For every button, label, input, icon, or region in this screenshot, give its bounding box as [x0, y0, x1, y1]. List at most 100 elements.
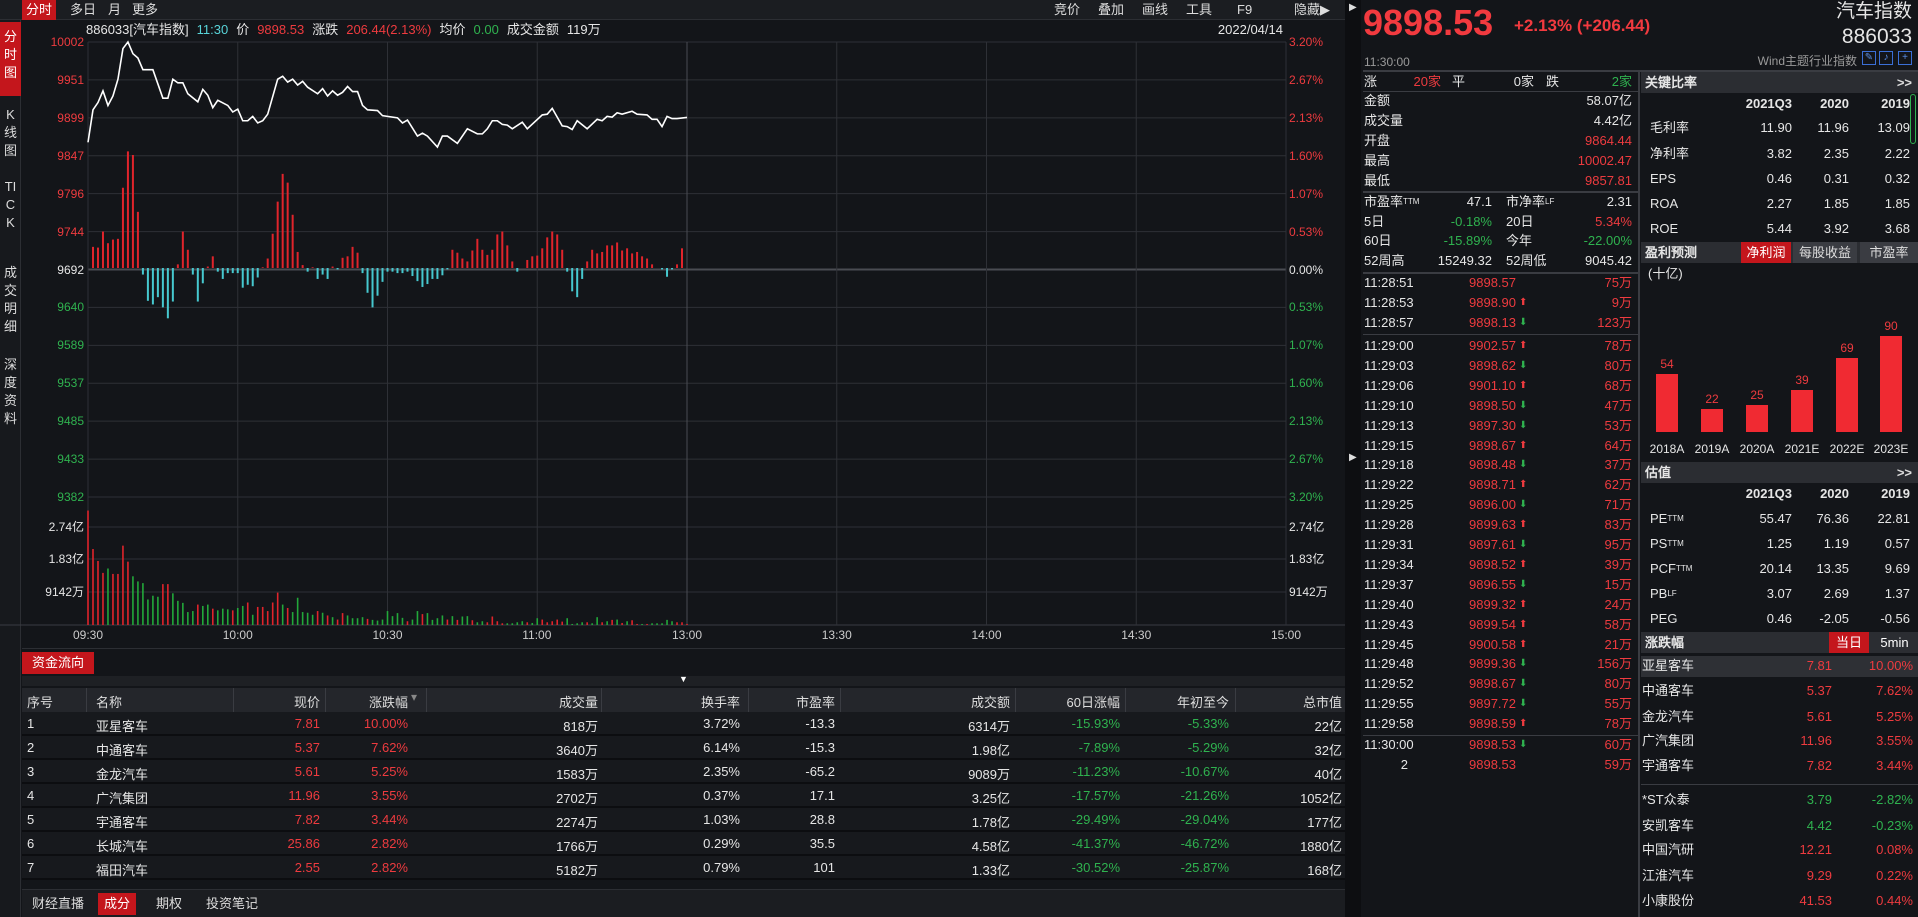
bottom-tab-options[interactable]: 期权 [156, 896, 183, 911]
cell-index: 7 [27, 860, 35, 875]
stat-value: 4.42亿 [1593, 113, 1632, 128]
mover-row[interactable] [1641, 656, 1918, 677]
time-tick-label: 14:00 [971, 628, 1002, 642]
metric-value: 3.82 [1766, 146, 1792, 161]
tab-fund-flow[interactable]: 资金流向 [22, 652, 95, 674]
price-tick-label: 9847 [57, 148, 84, 163]
forecast-tab-eps[interactable]: 每股收益 [1793, 242, 1857, 263]
forecast-tab-pe[interactable]: 市盈率 [1860, 242, 1918, 263]
panel-divider [1345, 0, 1361, 917]
column-divider [1015, 688, 1016, 712]
key-ratios-header [1641, 72, 1918, 93]
expand-arrow-icon[interactable]: ▶ [1349, 2, 1357, 13]
time-tick-label: 11:00 [522, 628, 552, 642]
stat-value: 2.31 [1606, 194, 1632, 209]
column-header[interactable]: 成交量 [558, 695, 598, 710]
column-header[interactable]: 60日涨幅 [1066, 695, 1120, 710]
tool-hide[interactable]: 隐藏▶ [1294, 2, 1330, 17]
cell-name: 中通客车 [96, 743, 149, 758]
side-tab-kline[interactable]: K线图 [3, 107, 17, 158]
cell-index: 4 [27, 788, 35, 803]
table-row[interactable] [22, 712, 1345, 736]
metric-value: 22.81 [1877, 511, 1910, 526]
column-header[interactable]: 年初至今 [1176, 695, 1229, 710]
side-tab-depth[interactable]: 深度资料 [3, 357, 17, 426]
bottom-tab-news[interactable]: 财经直播 [32, 896, 85, 911]
tab-multiday[interactable]: 多日 [70, 2, 97, 17]
movers-tab-today[interactable]: 当日 [1829, 632, 1869, 653]
table-row[interactable] [22, 760, 1345, 784]
key-ratios-more-button[interactable]: >> [1896, 75, 1912, 90]
cell-name: 宇通客车 [96, 815, 149, 830]
mover-price: 9.29 [1806, 868, 1832, 883]
chart-info-line: 886033[汽车指数] 11:30 价 9898.53 涨跌 206.44(2.13%)… [86, 20, 601, 40]
tick-price: 9900.58 [1469, 636, 1516, 652]
side-tab-trades[interactable]: 成交明细 [3, 265, 17, 334]
edit-icon[interactable]: ✎ [1862, 51, 1876, 65]
arrow-up-icon: ⬆ [1519, 558, 1528, 570]
tick-time: 11:29:06 [1364, 377, 1414, 393]
mover-price: 7.82 [1806, 758, 1832, 773]
table-row[interactable] [22, 784, 1345, 808]
tick-time: 11:29:25 [1364, 497, 1414, 513]
alert-bell-icon[interactable]: ♪ [1879, 51, 1893, 65]
tool-overlay[interactable]: 叠加 [1098, 2, 1125, 17]
column-header[interactable]: 现价 [293, 695, 320, 710]
column-header[interactable]: 成交额 [970, 695, 1010, 710]
column-header[interactable]: 名称 [96, 695, 123, 710]
tab-intraday[interactable]: 分时 [22, 0, 57, 20]
stat-label: 最低 [1364, 173, 1391, 188]
column-header[interactable]: 涨跌幅 [368, 695, 408, 710]
table-toolbar [22, 676, 1345, 686]
column-header[interactable]: 序号 [27, 695, 54, 710]
tick-time: 11:29:00 [1364, 338, 1414, 353]
collapse-panel-icon[interactable]: ▶ [1349, 452, 1357, 463]
tab-more[interactable]: 更多 [132, 2, 159, 17]
metric-label: PBLF [1650, 586, 1677, 601]
valuation-more-button[interactable]: >> [1896, 465, 1912, 480]
arrow-down-icon: ⬇ [1519, 578, 1528, 590]
metric-value: 0.46 [1766, 611, 1792, 626]
column-header[interactable]: 市盈率 [795, 695, 835, 710]
side-tab-tick[interactable]: TICK [4, 179, 17, 230]
forecast-unit: (十亿) [1648, 266, 1683, 281]
metric-value: 20.14 [1759, 561, 1792, 576]
forecast-tab-net-profit[interactable]: 净利润 [1741, 242, 1791, 263]
arrow-down-icon: ⬇ [1519, 359, 1528, 371]
metric-value: 55.47 [1759, 511, 1792, 526]
bottom-tab-components[interactable]: 成分 [98, 893, 137, 915]
cell-volume: 2274万 [556, 815, 598, 830]
volume-tick-label-right: 9142万 [1289, 585, 1328, 599]
forecast-title: 盈利预测 [1645, 245, 1698, 260]
table-row[interactable] [22, 856, 1345, 880]
price-change: +2.13% (+206.44) [1514, 16, 1651, 35]
table-row[interactable] [22, 808, 1345, 832]
column-header[interactable]: 换手率 [700, 695, 740, 710]
column-header[interactable]: 总市值 [1302, 695, 1342, 710]
tool-tools[interactable]: 工具 [1186, 2, 1213, 17]
forecast-category-label: 2018A [1649, 442, 1685, 456]
mover-price: 3.79 [1806, 792, 1832, 807]
column-header: 2021Q3 [1745, 486, 1792, 501]
tick-time: 11:29:45 [1364, 636, 1414, 652]
tool-draw[interactable]: 画线 [1142, 2, 1169, 17]
intraday-chart[interactable] [0, 0, 1345, 650]
add-icon[interactable]: + [1898, 51, 1912, 65]
tab-month[interactable]: 月 [108, 2, 122, 17]
movers-tab-5min[interactable]: 5min [1871, 632, 1918, 653]
side-tab-intraday[interactable]: 分时图 [0, 22, 21, 96]
collapse-arrow-icon[interactable]: ▼ [679, 674, 688, 684]
tick-price: 9898.57 [1469, 275, 1516, 290]
cell-pe: -13.3 [805, 716, 835, 731]
table-row[interactable] [22, 832, 1345, 856]
column-header: 2021Q3 [1745, 96, 1792, 111]
cell-pe: -15.3 [805, 740, 835, 755]
column-divider [1235, 688, 1236, 712]
bottom-tab-notes[interactable]: 投资笔记 [206, 896, 259, 911]
table-row[interactable] [22, 736, 1345, 760]
scrollbar[interactable] [1910, 94, 1916, 144]
volume-tick-label: 9142万 [45, 585, 84, 599]
tool-f9[interactable]: F9 [1237, 2, 1253, 17]
mover-name: 宇通客车 [1642, 758, 1695, 773]
tool-auction[interactable]: 竞价 [1054, 2, 1081, 17]
